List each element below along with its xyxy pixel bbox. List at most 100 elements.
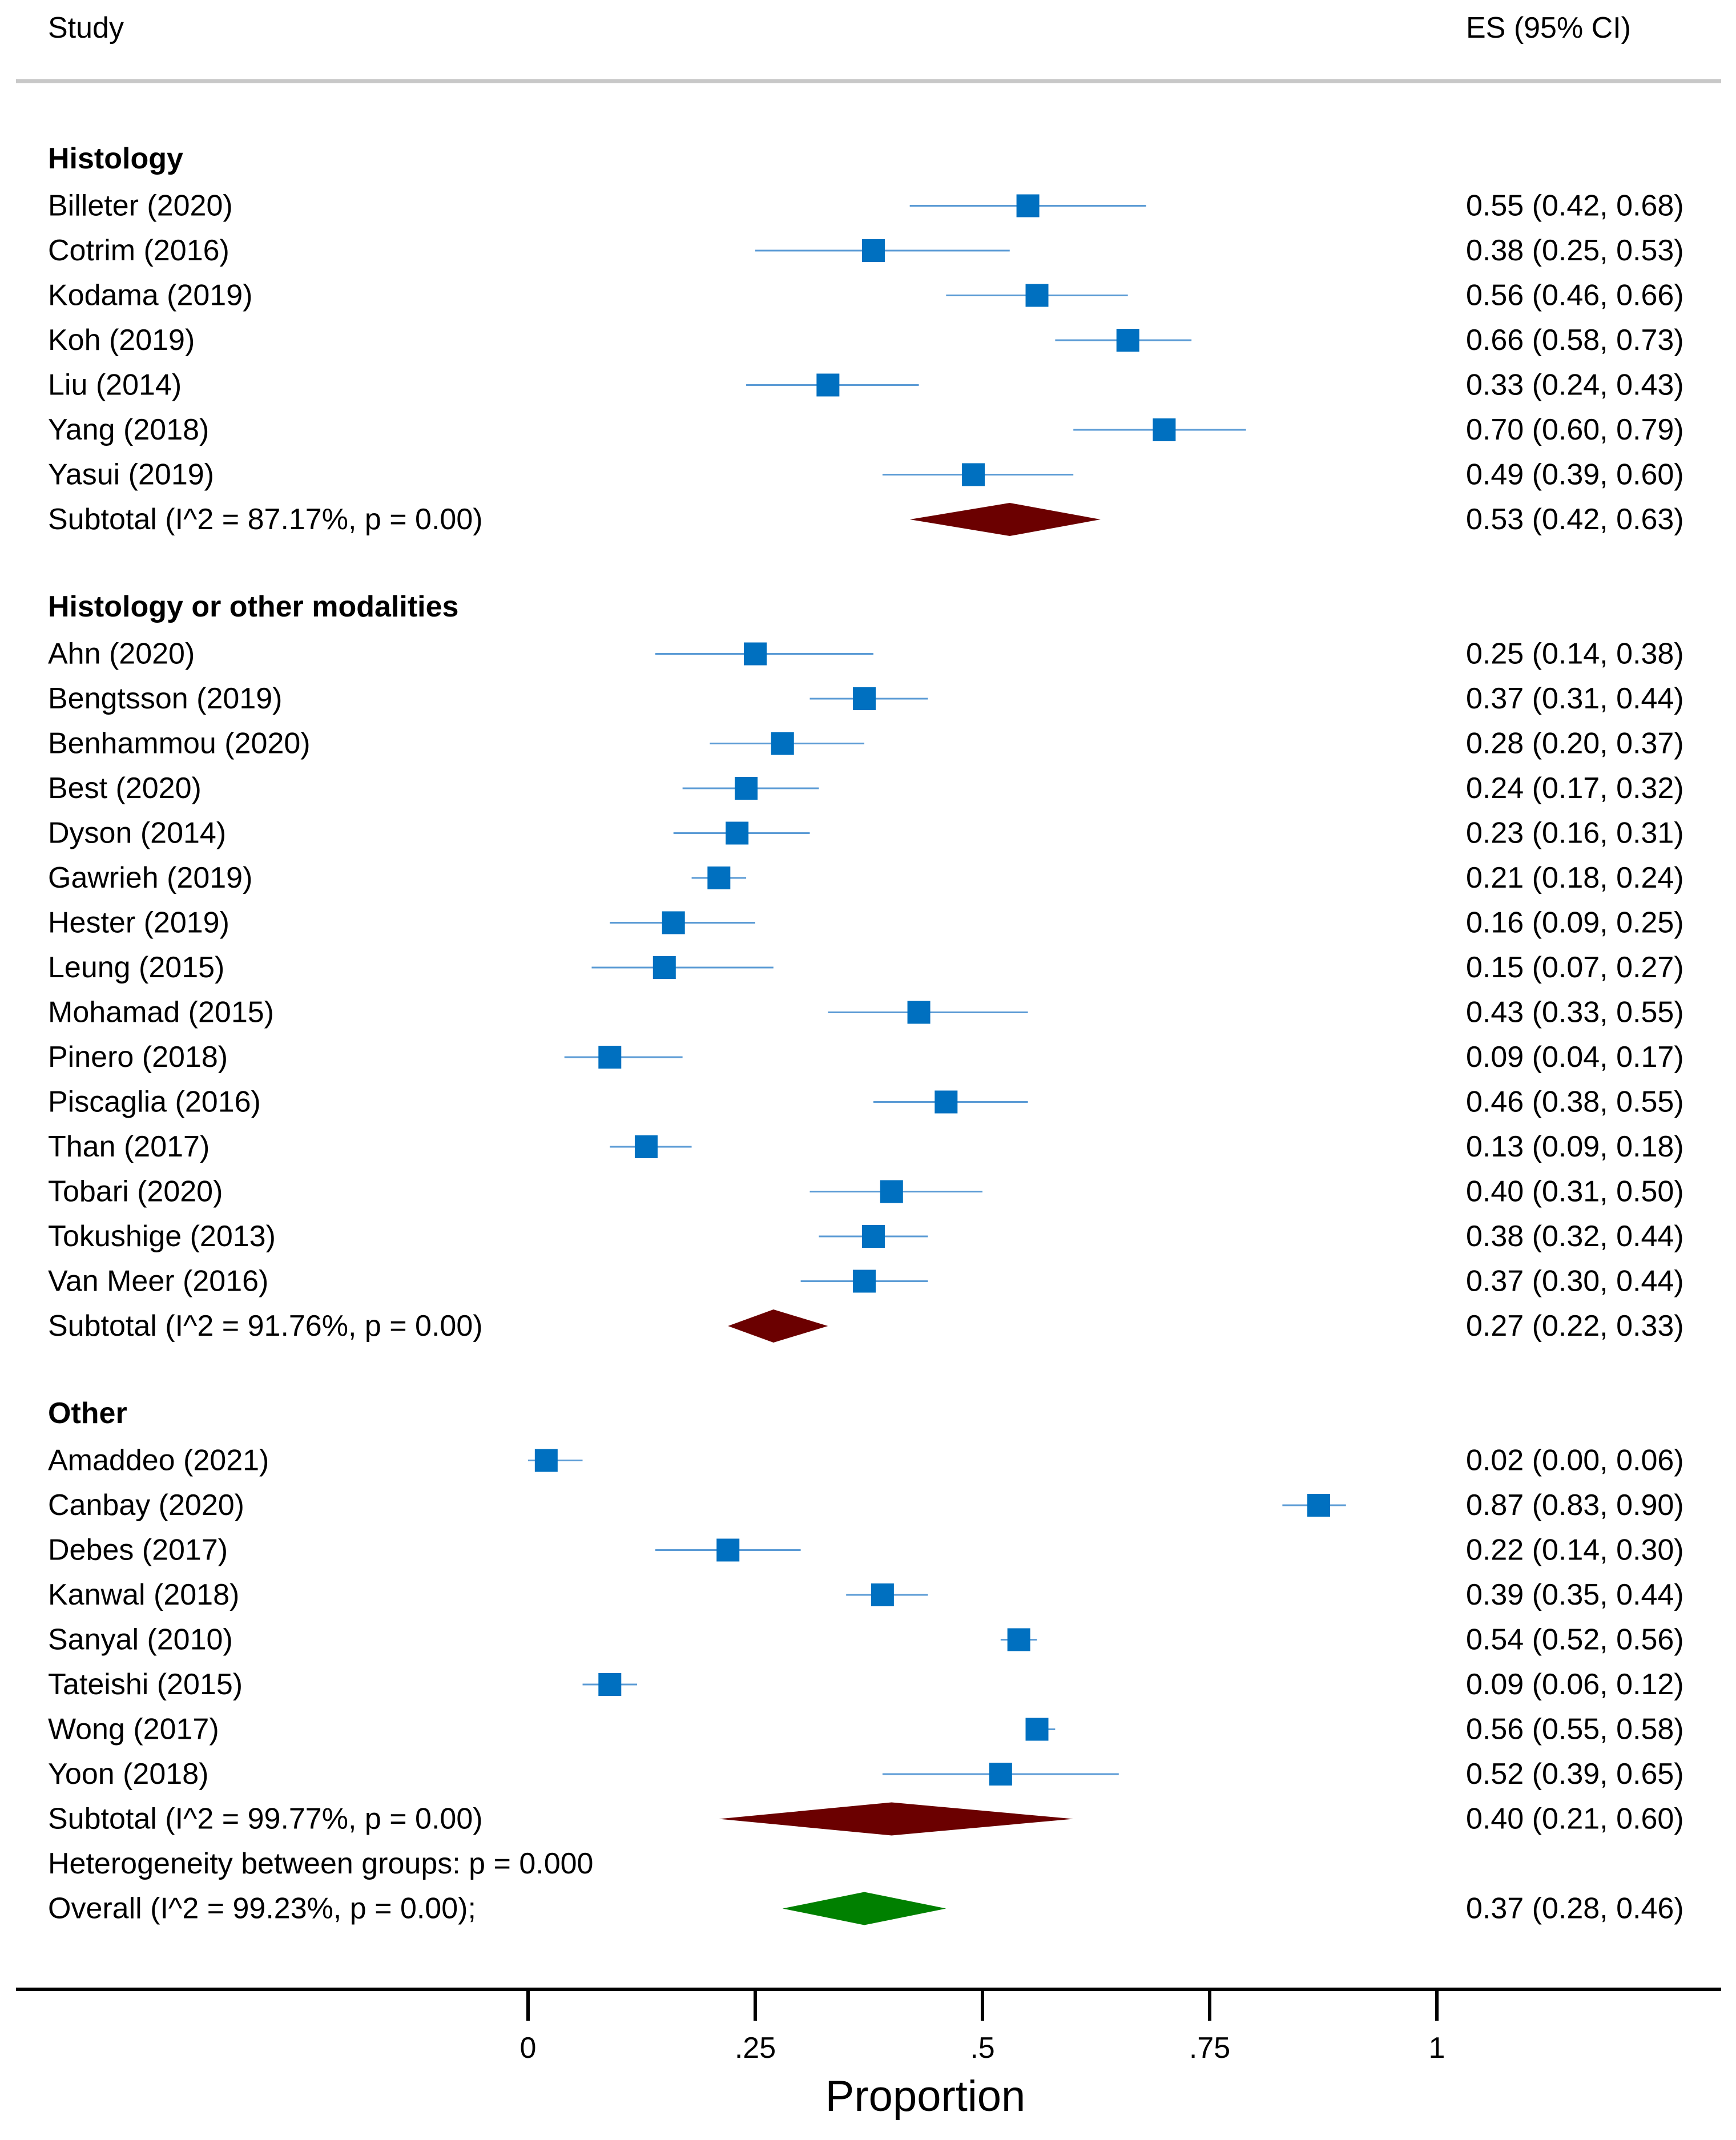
x-axis: 0 .25 .5 .75 1 bbox=[16, 1988, 1721, 2065]
x-tick-label: .5 bbox=[970, 2032, 994, 2065]
effect-size-marker bbox=[598, 1046, 622, 1069]
effect-size-marker bbox=[726, 821, 749, 845]
group-heading: Histology bbox=[48, 142, 183, 175]
effect-size-text: 0.46 (0.38, 0.55) bbox=[1466, 1086, 1684, 1119]
effect-size-marker bbox=[880, 1180, 903, 1203]
effect-size-text: 0.37 (0.31, 0.44) bbox=[1466, 682, 1684, 715]
effect-size-marker bbox=[634, 1135, 658, 1158]
effect-size-text: 0.70 (0.60, 0.79) bbox=[1466, 413, 1684, 446]
effect-size-text: 0.23 (0.16, 0.31) bbox=[1466, 817, 1684, 850]
study-label: Yasui (2019) bbox=[48, 458, 214, 491]
effect-size-text: 0.52 (0.39, 0.65) bbox=[1466, 1758, 1684, 1791]
effect-size-text: 0.28 (0.20, 0.37) bbox=[1466, 727, 1684, 760]
study-label: Debes (2017) bbox=[48, 1534, 228, 1567]
effect-size-marker bbox=[735, 777, 758, 800]
study-label: Benhammou (2020) bbox=[48, 727, 311, 760]
group-heading: Histology or other modalities bbox=[48, 590, 458, 623]
study-label: Yang (2018) bbox=[48, 413, 209, 446]
study-label: Cotrim (2016) bbox=[48, 234, 229, 267]
study-label: Piscaglia (2016) bbox=[48, 1086, 261, 1119]
subtotal-diamond bbox=[719, 1802, 1074, 1836]
study-label: Bengtsson (2019) bbox=[48, 682, 283, 715]
effect-size-text: 0.21 (0.18, 0.24) bbox=[1466, 861, 1684, 894]
subtotal-es-text: 0.40 (0.21, 0.60) bbox=[1466, 1803, 1684, 1836]
effect-size-marker bbox=[534, 1449, 558, 1472]
effect-size-text: 0.16 (0.09, 0.25) bbox=[1466, 906, 1684, 940]
effect-size-marker bbox=[652, 956, 676, 979]
effect-size-text: 0.54 (0.52, 0.56) bbox=[1466, 1623, 1684, 1657]
study-label: Liu (2014) bbox=[48, 369, 182, 402]
effect-size-text: 0.37 (0.30, 0.44) bbox=[1466, 1265, 1684, 1298]
study-label: Sanyal (2010) bbox=[48, 1623, 233, 1657]
overall-es-text: 0.37 (0.28, 0.46) bbox=[1466, 1892, 1684, 1925]
effect-size-marker bbox=[853, 1270, 876, 1293]
subtotal-label: Subtotal (I^2 = 91.76%, p = 0.00) bbox=[48, 1309, 483, 1343]
study-label: Hester (2019) bbox=[48, 906, 229, 940]
study-label: Canbay (2020) bbox=[48, 1489, 244, 1522]
effect-size-text: 0.33 (0.24, 0.43) bbox=[1466, 369, 1684, 402]
effect-size-text: 0.56 (0.55, 0.58) bbox=[1466, 1713, 1684, 1746]
effect-size-text: 0.09 (0.04, 0.17) bbox=[1466, 1041, 1684, 1074]
study-label: Yoon (2018) bbox=[48, 1758, 208, 1791]
study-label: Leung (2015) bbox=[48, 951, 224, 984]
effect-size-marker bbox=[853, 687, 876, 710]
study-label: Billeter (2020) bbox=[48, 190, 233, 223]
effect-size-text: 0.39 (0.35, 0.44) bbox=[1466, 1578, 1684, 1611]
study-label: Gawrieh (2019) bbox=[48, 861, 252, 894]
es-column-header: ES (95% CI) bbox=[1466, 11, 1631, 45]
study-label: Best (2020) bbox=[48, 772, 202, 805]
effect-size-marker bbox=[989, 1763, 1012, 1786]
study-rows: Histology Billeter (2020) 0.55 (0.42, 0.68… bbox=[48, 142, 1684, 1925]
heterogeneity-text: Heterogeneity between groups: p = 0.000 bbox=[48, 1847, 593, 1880]
effect-size-marker bbox=[907, 1001, 931, 1024]
effect-size-marker bbox=[1025, 1718, 1049, 1741]
study-label: Wong (2017) bbox=[48, 1713, 219, 1746]
effect-size-marker bbox=[935, 1090, 958, 1114]
x-tick-label: .25 bbox=[735, 2032, 776, 2065]
study-label: Amaddeo (2021) bbox=[48, 1444, 269, 1477]
effect-size-marker bbox=[861, 1225, 885, 1248]
effect-size-text: 0.66 (0.58, 0.73) bbox=[1466, 324, 1684, 357]
effect-size-marker bbox=[871, 1583, 894, 1606]
subtotal-label: Subtotal (I^2 = 87.17%, p = 0.00) bbox=[48, 503, 483, 536]
study-column-header: Study bbox=[48, 11, 124, 45]
effect-size-marker bbox=[662, 911, 685, 934]
study-label: Than (2017) bbox=[48, 1130, 210, 1163]
effect-size-marker bbox=[962, 463, 985, 486]
effect-size-marker bbox=[816, 373, 840, 397]
effect-size-text: 0.56 (0.46, 0.66) bbox=[1466, 279, 1684, 312]
effect-size-text: 0.38 (0.32, 0.44) bbox=[1466, 1220, 1684, 1253]
group-heading: Other bbox=[48, 1397, 127, 1430]
effect-size-text: 0.25 (0.14, 0.38) bbox=[1466, 638, 1684, 671]
effect-size-marker bbox=[1016, 194, 1040, 217]
study-label: Tokushige (2013) bbox=[48, 1220, 276, 1253]
effect-size-text: 0.02 (0.00, 0.06) bbox=[1466, 1444, 1684, 1477]
effect-size-text: 0.87 (0.83, 0.90) bbox=[1466, 1489, 1684, 1522]
study-label: Kanwal (2018) bbox=[48, 1578, 239, 1611]
subtotal-es-text: 0.53 (0.42, 0.63) bbox=[1466, 503, 1684, 536]
effect-size-text: 0.40 (0.31, 0.50) bbox=[1466, 1175, 1684, 1208]
effect-size-marker bbox=[744, 642, 767, 666]
effect-size-marker bbox=[771, 732, 794, 755]
effect-size-text: 0.43 (0.33, 0.55) bbox=[1466, 996, 1684, 1029]
effect-size-marker bbox=[598, 1673, 622, 1696]
study-label: Tobari (2020) bbox=[48, 1175, 223, 1208]
effect-size-text: 0.15 (0.07, 0.27) bbox=[1466, 951, 1684, 984]
effect-size-marker bbox=[716, 1538, 740, 1562]
subtotal-label: Subtotal (I^2 = 99.77%, p = 0.00) bbox=[48, 1803, 483, 1836]
effect-size-text: 0.49 (0.39, 0.60) bbox=[1466, 458, 1684, 491]
x-tick-label: .75 bbox=[1189, 2032, 1230, 2065]
effect-size-marker bbox=[1116, 329, 1139, 352]
study-label: Tateishi (2015) bbox=[48, 1668, 243, 1701]
effect-size-text: 0.22 (0.14, 0.30) bbox=[1466, 1534, 1684, 1567]
x-axis-title: Proportion bbox=[825, 2072, 1026, 2121]
effect-size-marker bbox=[1025, 284, 1049, 307]
study-label: Van Meer (2016) bbox=[48, 1265, 268, 1298]
effect-size-text: 0.09 (0.06, 0.12) bbox=[1466, 1668, 1684, 1701]
overall-diamond bbox=[782, 1892, 946, 1925]
x-tick-label: 1 bbox=[1429, 2032, 1445, 2065]
study-label: Ahn (2020) bbox=[48, 638, 195, 671]
effect-size-text: 0.55 (0.42, 0.68) bbox=[1466, 190, 1684, 223]
subtotal-diamond bbox=[909, 503, 1101, 536]
